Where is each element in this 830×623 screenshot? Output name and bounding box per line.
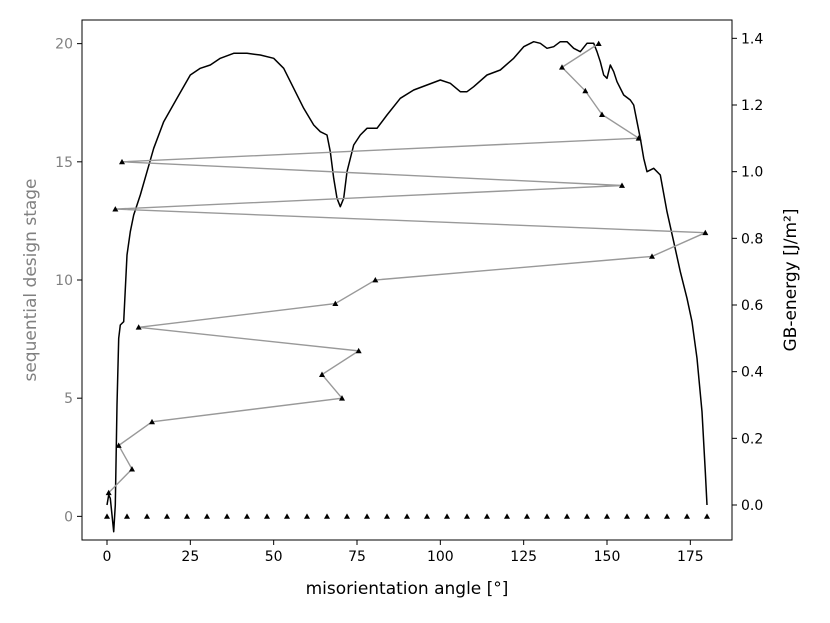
series-layer: [104, 40, 710, 533]
x-axis-ticks: 0 25 50 75 100 125 150 175: [103, 540, 704, 565]
initial-point: [364, 513, 370, 519]
initial-point: [124, 513, 130, 519]
initial-point: [184, 513, 190, 519]
sequence-point: [135, 324, 142, 330]
initial-point: [684, 513, 690, 519]
initial-point: [664, 513, 670, 519]
initial-point: [304, 513, 310, 519]
sequence-point: [595, 40, 602, 47]
initial-point: [384, 513, 390, 519]
right-y-tick-label: 1.4: [741, 31, 763, 47]
sequence-point: [129, 466, 135, 472]
initial-point: [264, 513, 270, 519]
left-y-tick-label: 10: [55, 273, 73, 289]
sequence-point: [649, 253, 655, 259]
initial-point: [584, 513, 590, 519]
left-y-tick-label: 15: [55, 155, 73, 171]
plot-area: [82, 20, 732, 540]
initial-point: [104, 513, 110, 519]
left-y-axis-ticks: 0 5 10 15 20: [55, 37, 82, 525]
initial-point: [224, 513, 230, 519]
left-y-tick-label: 5: [64, 391, 73, 407]
initial-point: [424, 513, 430, 519]
initial-point: [324, 513, 330, 519]
x-tick-label: 25: [181, 549, 199, 565]
right-y-tick-label: 0.6: [741, 298, 763, 314]
sequence-point: [112, 206, 119, 212]
sequence-point: [635, 135, 642, 141]
right-y-tick-label: 1.0: [741, 165, 763, 181]
sequence-point: [115, 442, 122, 448]
sequence-point: [582, 87, 589, 94]
sequence-point: [559, 64, 565, 70]
sequence-point: [105, 489, 112, 496]
initial-point: [624, 513, 630, 519]
initial-point: [404, 513, 410, 519]
sequence-point: [355, 347, 362, 354]
right-y-tick-label: 0.2: [741, 431, 763, 447]
right-y-axis-ticks: 0.0 0.2 0.4 0.6 0.8 1.0 1.2 1.4: [732, 31, 763, 514]
sequence-point: [119, 158, 125, 165]
right-y-axis-label: GB-energy [J/m²]: [781, 209, 801, 352]
series-energy-line: [106, 40, 708, 533]
x-tick-label: 175: [677, 549, 704, 565]
sequence-point: [149, 418, 155, 425]
x-tick-label: 100: [427, 549, 454, 565]
initial-point: [704, 513, 710, 519]
initial-point: [604, 513, 610, 519]
initial-point: [544, 513, 550, 519]
sequence-point: [319, 371, 325, 377]
sequence-point: [619, 182, 625, 188]
left-y-tick-label: 0: [64, 509, 73, 525]
initial-point: [344, 513, 350, 519]
initial-point: [144, 513, 150, 519]
initial-point: [504, 513, 510, 519]
x-tick-label: 150: [594, 549, 621, 565]
sequence-point: [702, 229, 709, 236]
x-tick-label: 0: [103, 549, 112, 565]
sequence-point: [339, 395, 345, 401]
right-y-tick-label: 1.2: [741, 98, 763, 114]
initial-point: [244, 513, 250, 519]
initial-point: [284, 513, 290, 519]
sequence-point: [372, 277, 379, 283]
left-y-tick-label: 20: [55, 37, 73, 53]
series-sequence-line: [108, 43, 706, 494]
x-tick-label: 125: [510, 549, 537, 565]
x-tick-label: 75: [348, 549, 366, 565]
initial-point: [204, 513, 210, 519]
initial-point: [484, 513, 490, 519]
initial-point: [164, 513, 170, 519]
right-y-tick-label: 0.4: [741, 365, 763, 381]
sequence-point: [599, 111, 605, 117]
right-y-tick-label: 0.0: [741, 498, 763, 514]
initial-point: [644, 513, 650, 519]
x-tick-label: 50: [265, 549, 283, 565]
sequence-point: [332, 300, 339, 307]
initial-point: [444, 513, 450, 519]
initial-point: [564, 513, 570, 519]
x-axis-label: misorientation angle [°]: [306, 579, 509, 599]
initial-point: [524, 513, 530, 519]
initial-point: [464, 513, 470, 519]
right-y-tick-label: 0.8: [741, 231, 763, 247]
left-y-axis-label: sequential design stage: [21, 178, 41, 381]
